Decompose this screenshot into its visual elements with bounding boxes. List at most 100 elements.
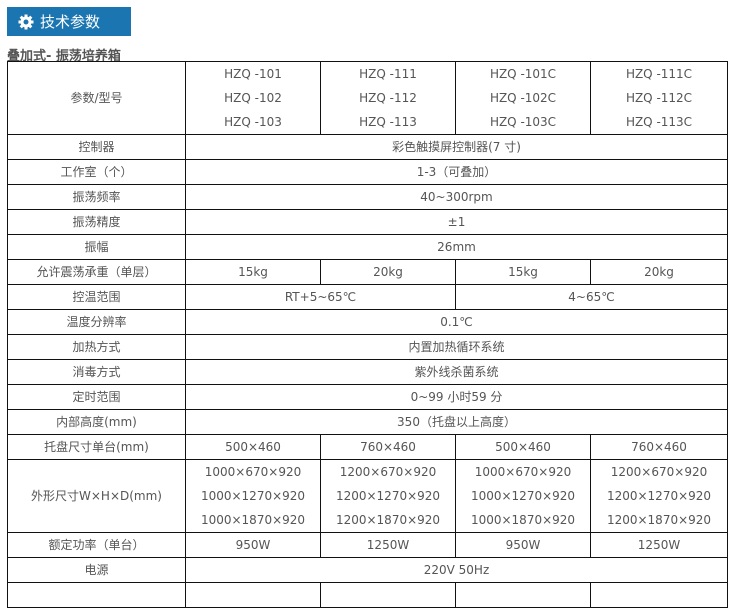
row-value: 0.1℃: [185, 309, 728, 335]
cell-line: 1000×1270×920: [200, 489, 306, 503]
model-cell: 1000×670×920 1000×1270×920 1000×1870×920: [455, 459, 591, 533]
row-label: 振荡频率: [7, 184, 186, 210]
row-label: 振幅: [7, 234, 186, 260]
cell-line: 1200×1870×920: [606, 513, 712, 527]
cell-line: HZQ -111: [359, 67, 417, 81]
table-row: 允许震荡承重（单层） 15kg 20kg 15kg 20kg: [7, 259, 728, 285]
row-value: 950W: [455, 532, 591, 558]
cell-line: HZQ -111C: [625, 67, 693, 81]
row-value: 40~300rpm: [185, 184, 728, 210]
row-label: 消毒方式: [7, 359, 186, 385]
table-row: 振荡频率 40~300rpm: [7, 184, 728, 210]
table-row: 振荡精度 ±1: [7, 209, 728, 235]
table-row: 工作室（个） 1-3（可叠加）: [7, 159, 728, 185]
empty-cell: [455, 582, 591, 608]
row-label: 控温范围: [7, 284, 186, 310]
empty-cell: [185, 582, 321, 608]
cell-line: 1000×1270×920: [470, 489, 576, 503]
row-value: 760×460: [320, 434, 456, 460]
empty-cell: [320, 582, 456, 608]
cell-line: 1000×670×920: [474, 465, 572, 479]
cell-line: 1200×1870×920: [335, 513, 441, 527]
row-value: 20kg: [590, 259, 728, 285]
row-label: 外形尺寸W×H×D(mm): [7, 459, 186, 533]
row-value: 1250W: [320, 532, 456, 558]
section-banner: 技术参数: [7, 7, 131, 36]
product-subtitle: 叠加式- 振荡培养箱: [7, 49, 121, 64]
row-label: 额定功率（单台）: [7, 532, 186, 558]
cell-line: 1200×670×920: [339, 465, 437, 479]
row-label: 工作室（个）: [7, 159, 186, 185]
row-label: 加热方式: [7, 334, 186, 360]
row-value: 15kg: [455, 259, 591, 285]
gear-icon: [18, 14, 34, 29]
cell-line: 1000×1870×920: [200, 513, 306, 527]
row-value: 1-3（可叠加）: [185, 159, 728, 185]
empty-cell: [590, 582, 728, 608]
cell-line: HZQ -112C: [625, 91, 693, 105]
table-row: 定时范围 0~99 小时59 分: [7, 384, 728, 410]
spec-table: 参数/型号 HZQ -101 HZQ -102 HZQ -103 HZQ -111 HZQ…: [7, 61, 728, 608]
row-label: 托盘尺寸单台(mm): [7, 434, 186, 460]
row-value: 20kg: [320, 259, 456, 285]
row-label: 参数/型号: [7, 61, 186, 135]
row-label: 定时范围: [7, 384, 186, 410]
table-row: 控制器 彩色触摸屏控制器(7 寸): [7, 134, 728, 160]
banner-title: 技术参数: [40, 13, 101, 31]
row-label: 控制器: [7, 134, 186, 160]
row-value: 220V 50Hz: [185, 557, 728, 583]
table-row: 振幅 26mm: [7, 234, 728, 260]
table-row: 额定功率（单台） 950W 1250W 950W 1250W: [7, 532, 728, 558]
cell-line: 1200×1270×920: [335, 489, 441, 503]
row-value: 内置加热循环系统: [185, 334, 728, 360]
row-value: ±1: [185, 209, 728, 235]
row-value: 500×460: [185, 434, 321, 460]
cell-line: HZQ -113: [359, 115, 417, 129]
row-value: 350（托盘以上高度）: [185, 409, 728, 435]
row-value: 15kg: [185, 259, 321, 285]
cell-line: HZQ -102C: [489, 91, 557, 105]
row-value: 4~65℃: [455, 284, 728, 310]
model-cell: 1200×670×920 1200×1270×920 1200×1870×920: [590, 459, 728, 533]
row-label: 温度分辨率: [7, 309, 186, 335]
model-cell: HZQ -111 HZQ -112 HZQ -113: [320, 61, 456, 135]
row-label: 允许震荡承重（单层）: [7, 259, 186, 285]
model-cell: HZQ -111C HZQ -112C HZQ -113C: [590, 61, 728, 135]
row-value: 彩色触摸屏控制器(7 寸): [185, 134, 728, 160]
cell-line: HZQ -112: [359, 91, 417, 105]
row-value: 500×460: [455, 434, 591, 460]
row-value: 1250W: [590, 532, 728, 558]
model-cell: HZQ -101 HZQ -102 HZQ -103: [185, 61, 321, 135]
table-row: 加热方式 内置加热循环系统: [7, 334, 728, 360]
row-value: 26mm: [185, 234, 728, 260]
cell-line: HZQ -101C: [489, 67, 557, 81]
table-row: 参数/型号 HZQ -101 HZQ -102 HZQ -103 HZQ -111 HZQ…: [7, 61, 728, 135]
table-row: 消毒方式 紫外线杀菌系统: [7, 359, 728, 385]
row-value: 950W: [185, 532, 321, 558]
table-row: 温度分辨率 0.1℃: [7, 309, 728, 335]
table-row: [7, 582, 728, 608]
table-row: 外形尺寸W×H×D(mm) 1000×670×920 1000×1270×920 10…: [7, 459, 728, 533]
model-cell: 1200×670×920 1200×1270×920 1200×1870×920: [320, 459, 456, 533]
cell-line: HZQ -101: [224, 67, 282, 81]
row-value: 760×460: [590, 434, 728, 460]
cell-line: HZQ -113C: [625, 115, 693, 129]
table-row: 托盘尺寸单台(mm) 500×460 760×460 500×460 760×460: [7, 434, 728, 460]
cell-line: 1200×670×920: [610, 465, 708, 479]
table-row: 控温范围 RT+5~65℃ 4~65℃: [7, 284, 728, 310]
cell-line: 1000×670×920: [204, 465, 302, 479]
row-label: 电源: [7, 557, 186, 583]
model-cell: HZQ -101C HZQ -102C HZQ -103C: [455, 61, 591, 135]
table-row: 电源 220V 50Hz: [7, 557, 728, 583]
row-label: 振荡精度: [7, 209, 186, 235]
cell-line: HZQ -103C: [489, 115, 557, 129]
cell-line: 1200×1270×920: [606, 489, 712, 503]
row-value: 0~99 小时59 分: [185, 384, 728, 410]
table-row: 内部高度(mm) 350（托盘以上高度）: [7, 409, 728, 435]
cell-line: 1000×1870×920: [470, 513, 576, 527]
cell-line: HZQ -102: [224, 91, 282, 105]
cell-line: HZQ -103: [224, 115, 282, 129]
model-cell: 1000×670×920 1000×1270×920 1000×1870×920: [185, 459, 321, 533]
row-label: 内部高度(mm): [7, 409, 186, 435]
row-value: RT+5~65℃: [185, 284, 456, 310]
